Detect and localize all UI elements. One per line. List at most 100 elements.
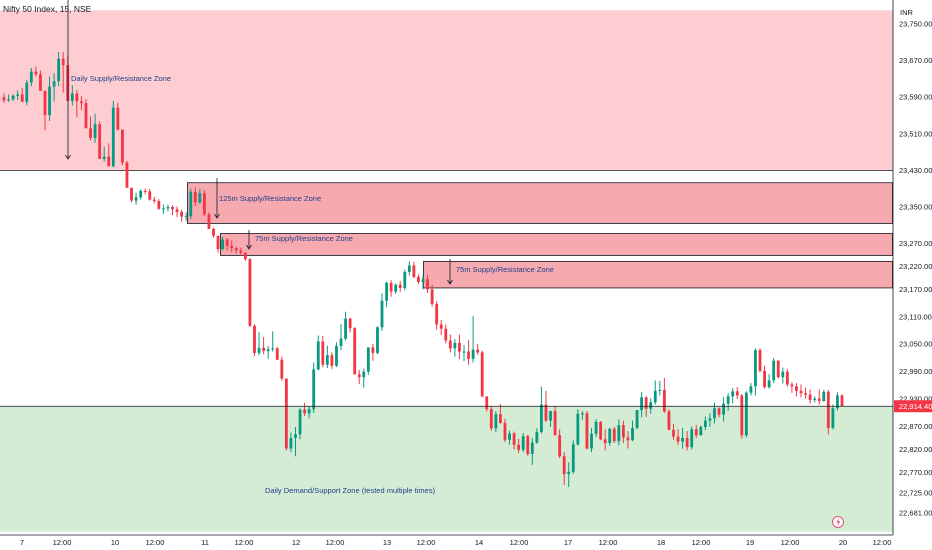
candle-body [275,348,279,360]
price-tick-label: 22,870.00 [899,422,932,431]
time-tick-label: 20 [839,538,847,547]
price-tick-label: 23,270.00 [899,239,932,248]
candle-body [102,156,106,159]
candle-body [48,86,51,116]
time-axis[interactable]: 7 12:00 10 12:00 11 12:00 12 12:00 13 12:00 14 12:0… [0,534,893,547]
candle-body [394,284,398,292]
candle-body [216,235,220,250]
candle-body [16,94,20,96]
zone-label: 75m Supply/Resistance Zone [456,265,554,274]
candle-body [284,378,288,449]
time-tick-label: 7 [20,538,24,547]
candle-body [590,433,593,449]
candle-body [649,402,653,409]
time-tick-label: 18 [657,538,665,547]
candle-body [799,390,803,394]
candle-body [417,276,420,282]
candle-body [385,282,388,301]
candle-body [157,201,161,209]
candle-body [111,107,115,167]
candle-body [248,259,252,326]
zone-label: 125m Supply/Resistance Zone [219,194,321,203]
arrow-head-icon [246,244,252,250]
candle-body [508,433,511,440]
candle-body [685,437,689,448]
candle-body [225,239,229,246]
zone-border-4 [423,261,893,289]
candle-body [25,82,29,102]
zones-layer [0,10,893,532]
candle-body [75,93,79,102]
candle-body [271,348,275,350]
candle-body [544,404,548,421]
lightning-icon[interactable] [832,516,844,528]
candle-body [407,265,411,272]
candle-body [476,349,480,353]
time-tick-label: 12:00 [510,538,529,547]
candle-body [631,427,634,441]
candle-body [667,411,671,430]
zone-label: 75m Supply/Resistance Zone [255,234,353,243]
candle-body [421,279,425,282]
candle-body [448,340,452,349]
candle-body [430,289,434,304]
candle-body [626,437,630,441]
candle-body [708,418,712,421]
candle-body [781,371,785,378]
candle-body [426,279,429,290]
candle-body [20,94,24,102]
candle-body [166,206,170,209]
candle-body [398,284,402,288]
candle-body [754,350,757,387]
candle-body [330,355,334,366]
candle-body [435,303,439,325]
last-price-tag [894,400,932,413]
time-tick-label: 12 [292,538,300,547]
candle-body [266,349,270,352]
candle-body [813,398,817,401]
price-axis[interactable]: 23,750.00 23,670.00 23,590.00 23,510.00 23,4… [892,0,932,550]
candle-body [644,397,648,409]
zone-3 [220,233,893,256]
candle-body [521,436,525,450]
candle-body [257,347,261,353]
time-tick-label: 12:00 [873,538,892,547]
candle-body [744,392,748,436]
arrow-head-icon [65,154,71,160]
last-price-label: 22,914.40 [899,402,932,411]
candle-body [776,360,780,378]
candle-body [517,444,521,450]
candle-body [366,347,370,372]
currency-label: INR [900,8,914,17]
candle-body [207,214,211,229]
candle-body [535,432,539,443]
candle-body [817,398,821,401]
candle-body [585,413,589,449]
candle-body [371,347,375,353]
candle-body [672,429,675,437]
zone-label: Daily Supply/Resistance Zone [71,74,171,83]
candle-body [70,93,74,101]
arrow-head-icon [214,213,220,219]
candle-body [713,408,716,419]
candle-body [594,421,598,434]
candle-body [785,371,789,385]
candle-body [567,471,571,475]
candle-body [462,351,466,353]
candle-body [553,410,557,436]
candle-body [699,427,703,436]
candle-body [767,380,771,388]
candle-body [836,395,839,409]
candle-body [826,391,830,428]
candle-body [380,300,384,328]
price-tick-label: 22,820.00 [899,445,932,454]
candle-body [681,437,685,442]
candle-body [804,393,807,395]
candles-layer[interactable] [2,51,844,487]
candle-body [480,352,484,397]
candle-body [175,209,179,213]
candle-body [731,391,735,397]
time-tick-label: 12:00 [326,538,345,547]
candle-body [161,208,165,210]
